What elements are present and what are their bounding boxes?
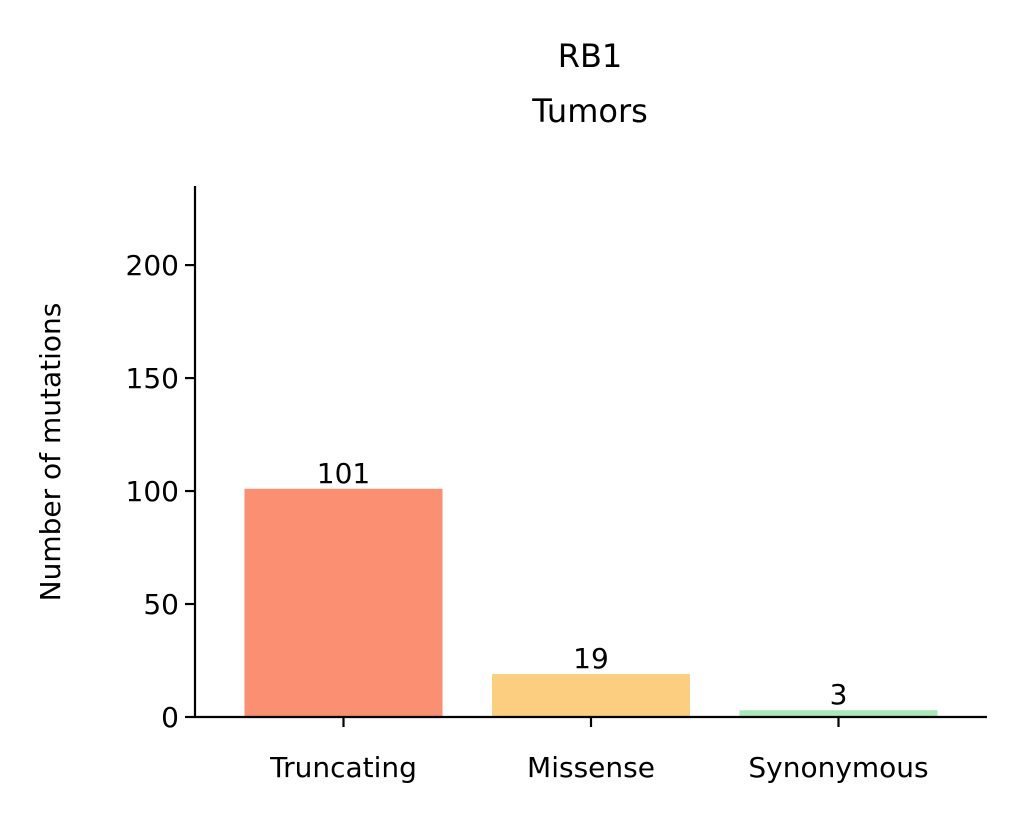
x-tick-label-synonymous: Synonymous bbox=[748, 751, 928, 784]
bars-group bbox=[244, 488, 938, 717]
x-tick-label-truncating: Truncating bbox=[269, 751, 417, 784]
value-label-synonymous: 3 bbox=[830, 678, 848, 711]
y-tick-label: 200 bbox=[126, 249, 179, 282]
x-ticks-group: Truncating Missense Synonymous bbox=[269, 717, 929, 784]
y-tick-label: 150 bbox=[126, 362, 179, 395]
bar-truncating bbox=[244, 488, 443, 717]
y-ticks-group: 0 50 100 150 200 bbox=[126, 249, 195, 734]
y-axis-label: Number of mutations bbox=[34, 303, 67, 602]
value-label-truncating: 101 bbox=[317, 457, 370, 490]
y-tick-label: 100 bbox=[126, 475, 179, 508]
value-label-missense: 19 bbox=[573, 642, 609, 675]
bar-synonymous bbox=[739, 710, 938, 717]
x-tick-label-missense: Missense bbox=[527, 751, 655, 784]
chart-title-line-1: RB1 bbox=[558, 37, 623, 75]
value-labels-group: 101 19 3 bbox=[317, 457, 848, 711]
bar-missense bbox=[492, 674, 690, 717]
chart-title-line-2: Tumors bbox=[531, 92, 648, 130]
y-tick-label: 50 bbox=[143, 588, 179, 621]
chart-title: RB1 Tumors bbox=[531, 37, 648, 130]
y-tick-label: 0 bbox=[161, 701, 179, 734]
